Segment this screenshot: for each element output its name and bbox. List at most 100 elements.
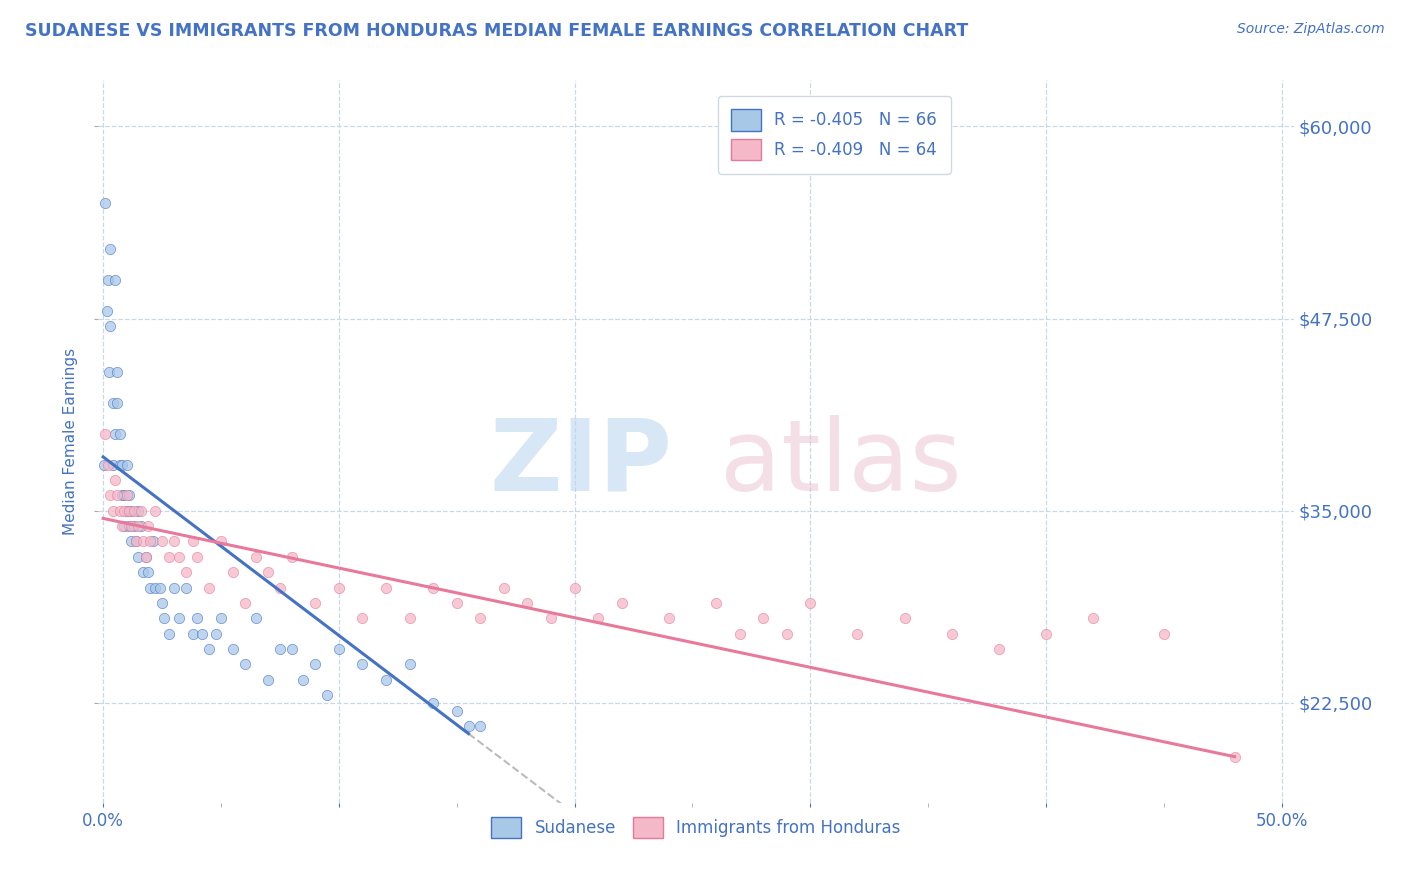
Point — [112, 488, 135, 502]
Point — [304, 596, 326, 610]
Point — [422, 581, 444, 595]
Point — [112, 504, 135, 518]
Point — [1035, 626, 1057, 640]
Point — [186, 611, 208, 625]
Point — [457, 719, 479, 733]
Y-axis label: Median Female Earnings: Median Female Earnings — [63, 348, 79, 535]
Point — [174, 581, 197, 595]
Point — [233, 596, 256, 610]
Point — [105, 365, 128, 379]
Point — [115, 488, 138, 502]
Point — [167, 611, 190, 625]
Point — [893, 611, 915, 625]
Point — [122, 519, 145, 533]
Point — [799, 596, 821, 610]
Point — [108, 504, 131, 518]
Point — [269, 581, 291, 595]
Point — [222, 565, 245, 579]
Point — [375, 581, 398, 595]
Point — [174, 565, 197, 579]
Point — [181, 626, 204, 640]
Point — [564, 581, 586, 595]
Point — [540, 611, 562, 625]
Point — [222, 642, 245, 657]
Point — [108, 458, 131, 472]
Point — [136, 519, 159, 533]
Point — [941, 626, 963, 640]
Point — [120, 504, 142, 518]
Point — [125, 534, 148, 549]
Point — [143, 504, 166, 518]
Point — [118, 519, 141, 533]
Point — [167, 549, 190, 564]
Point — [375, 673, 398, 687]
Point — [209, 534, 232, 549]
Point — [280, 549, 302, 564]
Text: SUDANESE VS IMMIGRANTS FROM HONDURAS MEDIAN FEMALE EARNINGS CORRELATION CHART: SUDANESE VS IMMIGRANTS FROM HONDURAS MED… — [25, 22, 969, 40]
Point — [118, 504, 141, 518]
Point — [139, 534, 162, 549]
Point — [292, 673, 315, 687]
Point — [191, 626, 214, 640]
Point — [136, 565, 159, 579]
Point — [135, 549, 157, 564]
Point — [153, 611, 176, 625]
Point — [104, 426, 127, 441]
Point — [470, 611, 492, 625]
Point — [352, 611, 374, 625]
Point — [157, 626, 180, 640]
Point — [111, 458, 134, 472]
Text: ZIP: ZIP — [489, 415, 672, 512]
Point — [98, 488, 121, 502]
Point — [328, 581, 350, 595]
Point — [104, 273, 127, 287]
Point — [128, 549, 150, 564]
Point — [316, 688, 339, 702]
Point — [132, 534, 155, 549]
Point — [1153, 626, 1175, 640]
Point — [398, 611, 420, 625]
Point — [149, 581, 172, 595]
Point — [269, 642, 291, 657]
Point — [101, 396, 124, 410]
Point — [96, 304, 118, 318]
Point — [143, 581, 166, 595]
Point — [1223, 749, 1246, 764]
Point — [987, 642, 1010, 657]
Point — [752, 611, 775, 625]
Point — [205, 626, 228, 640]
Point — [98, 243, 121, 257]
Point — [94, 426, 117, 441]
Point — [209, 611, 232, 625]
Point — [108, 426, 131, 441]
Point — [181, 534, 204, 549]
Point — [97, 458, 120, 472]
Point — [150, 534, 173, 549]
Point — [163, 534, 186, 549]
Point — [198, 642, 221, 657]
Point — [846, 626, 869, 640]
Point — [776, 626, 799, 640]
Point — [280, 642, 302, 657]
Point — [328, 642, 350, 657]
Point — [120, 534, 142, 549]
Point — [257, 673, 280, 687]
Text: atlas: atlas — [720, 415, 962, 512]
Point — [586, 611, 609, 625]
Point — [245, 549, 267, 564]
Point — [105, 488, 128, 502]
Point — [118, 488, 141, 502]
Point — [422, 696, 444, 710]
Point — [728, 626, 751, 640]
Point — [101, 458, 124, 472]
Point — [446, 596, 468, 610]
Point — [97, 273, 120, 287]
Point — [93, 458, 115, 472]
Point — [704, 596, 727, 610]
Point — [112, 519, 135, 533]
Point — [142, 534, 165, 549]
Point — [186, 549, 208, 564]
Point — [129, 519, 152, 533]
Point — [111, 488, 134, 502]
Point — [492, 581, 515, 595]
